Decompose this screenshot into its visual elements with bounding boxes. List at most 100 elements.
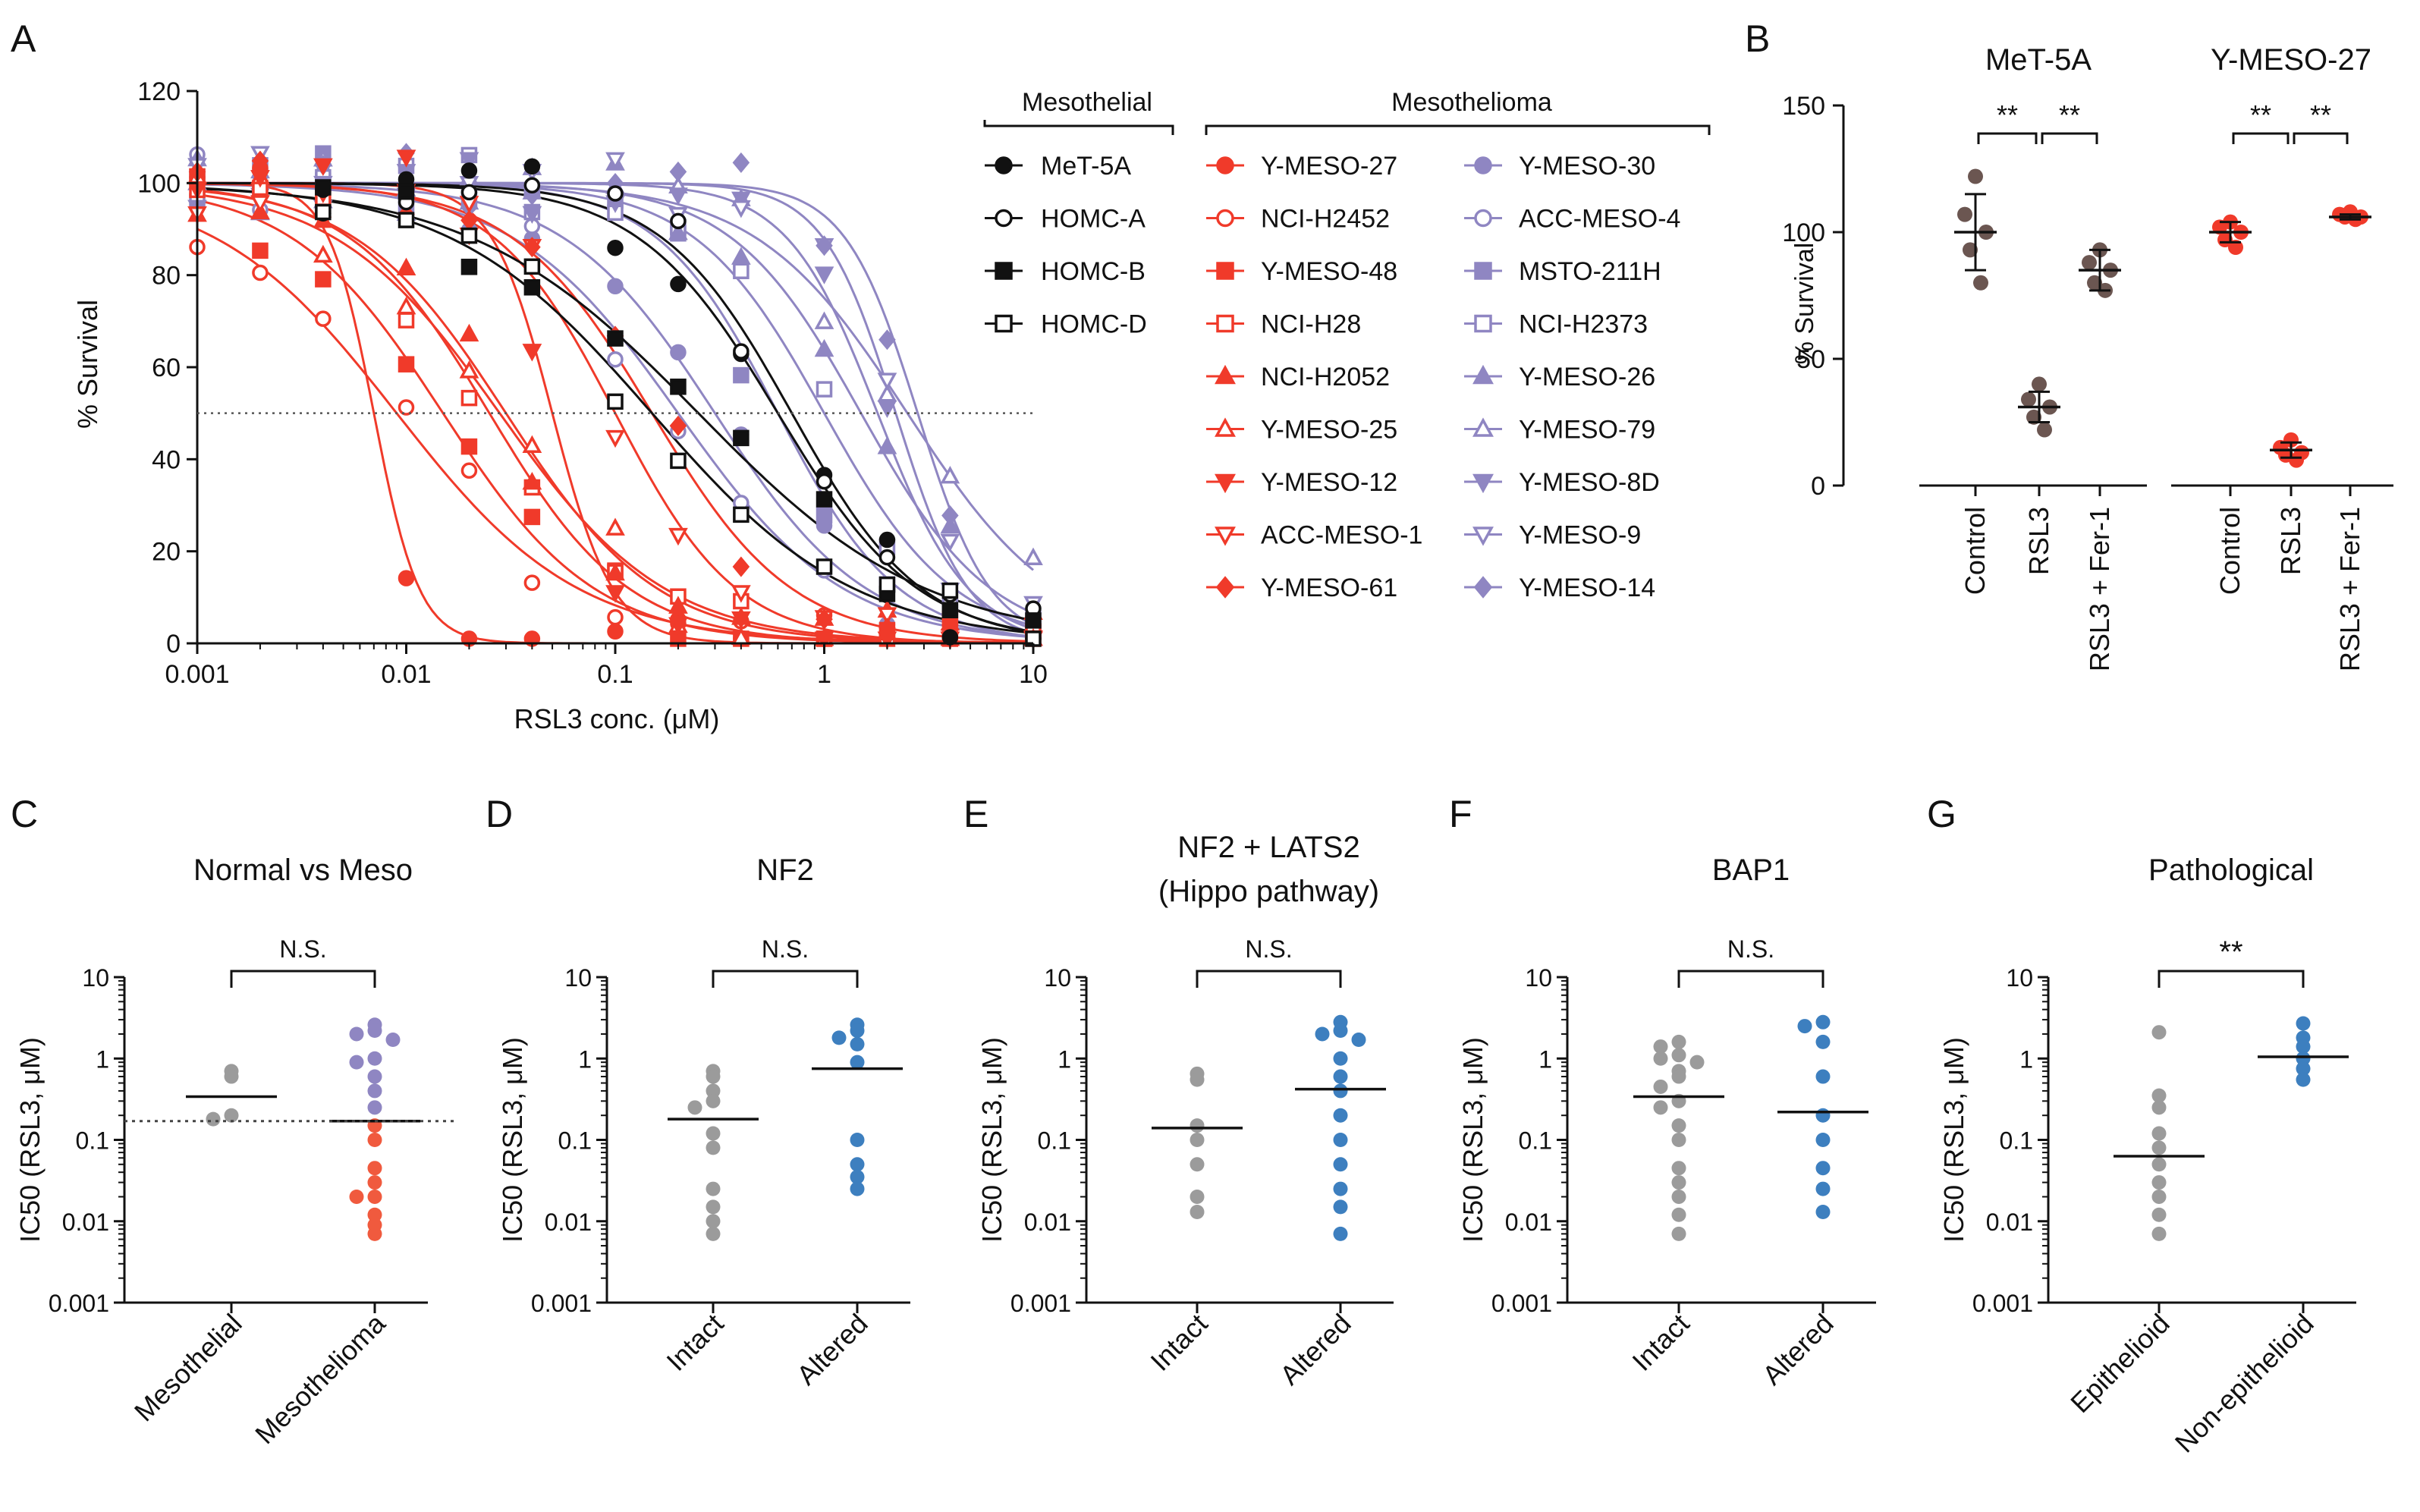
panel-a-point-y-meso-12 xyxy=(668,617,688,635)
panel-a-point-homc-a xyxy=(607,185,624,202)
panel-c-y-tick-label: 0.1 xyxy=(76,1127,109,1155)
panel-a-point-nci-h28 xyxy=(398,312,415,328)
panel-b-data-point xyxy=(2228,240,2243,256)
panel-b-data-point xyxy=(2082,255,2097,271)
panel-e-y-tick-label: 10 xyxy=(1044,964,1071,992)
panel-g-title: Pathological xyxy=(2148,853,2314,887)
panel-g-chart: Pathological IC50 (RSL3, μM) 0.001 0.01 0.1 1… xyxy=(1938,853,2356,1458)
panel-a-y-tick-label: 20 xyxy=(152,538,181,567)
panel-a-point-y-meso-26 xyxy=(814,338,834,357)
panel-c-data-point xyxy=(367,1100,382,1115)
panel-a-point-homc-d xyxy=(816,558,833,575)
panel-c-significance-bracket xyxy=(230,970,376,988)
panel-a-point-y-meso-27 xyxy=(607,623,624,640)
legend-marker-nci-h2373 xyxy=(1474,314,1492,333)
panel-g-data-point xyxy=(2151,1126,2167,1141)
panel-a-x-tick-label: 0.001 xyxy=(165,660,229,689)
panel-b-data-point xyxy=(2026,409,2041,425)
panel-b-data-point xyxy=(2032,376,2047,392)
panel-a-point-y-meso-25 xyxy=(522,435,542,454)
panel-f-significance-bracket xyxy=(1677,970,1824,988)
panel-d-category-label: Altered xyxy=(790,1308,874,1391)
panel-a-point-y-meso-25 xyxy=(313,244,333,263)
panel-b-data-point xyxy=(2037,422,2052,438)
legend-marker-y-meso-30 xyxy=(1474,156,1492,174)
legend-marker-nci-h2052 xyxy=(1215,364,1236,385)
panel-f-data-point xyxy=(1653,1079,1668,1094)
panel-a-point-y-meso-8d xyxy=(668,187,688,206)
panel-e-data-point xyxy=(1351,1033,1366,1048)
panel-a-point-y-meso-12 xyxy=(313,158,333,176)
panel-a-point-y-meso-12 xyxy=(605,585,625,603)
panel-a-point-y-meso-30 xyxy=(670,344,687,361)
legend-label-y-meso-79: Y-MESO-79 xyxy=(1519,416,1655,445)
legend-label-nci-h2052: NCI-H2052 xyxy=(1261,363,1390,391)
panel-c-y-axis-label: IC50 (RSL3, μM) xyxy=(14,1037,46,1243)
panel-e-data-point xyxy=(1190,1157,1205,1172)
panel-a-point-y-meso-25 xyxy=(396,296,416,315)
panel-a-x-tick-label: 10 xyxy=(1019,660,1048,689)
panel-a-point-y-meso-61 xyxy=(878,618,896,639)
panel-b-data-point xyxy=(1973,275,1988,291)
panel-a-x-tick-label: 0.1 xyxy=(597,660,633,689)
panel-d-data-point xyxy=(706,1199,721,1215)
panel-a-point-homc-b xyxy=(670,379,687,395)
panel-d-data-point xyxy=(706,1126,721,1141)
panel-a-dose-response-chart: 0 20 40 60 80 100 120 0.001 0.01 0.1 1 10 RSL3 conc… xyxy=(72,77,1711,734)
panel-b-significance-label: ** xyxy=(2250,99,2271,130)
panel-c-data-point xyxy=(224,1069,239,1084)
panel-b-category-label: RSL3 xyxy=(2023,507,2054,575)
panel-a-point-y-meso-48 xyxy=(523,508,541,526)
panel-d-data-point xyxy=(687,1100,702,1115)
panel-d-data-point xyxy=(706,1226,721,1241)
panel-letter-a: A xyxy=(11,17,36,60)
panel-a-point-homc-b xyxy=(460,259,478,275)
panel-a-point-y-meso-48 xyxy=(252,242,269,259)
legend-group-title-mesothelioma: Mesothelioma xyxy=(1391,88,1552,117)
panel-d-data-point xyxy=(850,1169,865,1184)
panel-g-data-point xyxy=(2296,1039,2311,1055)
panel-g-significance-bracket xyxy=(2158,970,2305,988)
panel-d-data-point xyxy=(706,1083,721,1099)
panel-a-point-y-meso-14 xyxy=(669,161,687,182)
panel-a-point-acc-meso-1 xyxy=(250,195,270,213)
legend-marker-y-meso-27 xyxy=(1216,156,1234,174)
legend-marker-y-meso-12 xyxy=(1215,473,1236,494)
panel-a-point-y-meso-61 xyxy=(251,150,269,171)
panel-e-y-tick-label: 1 xyxy=(1058,1045,1071,1073)
panel-c-chart: Normal vs Meso IC50 (RSL3, μM) 0.001 0.01 0.… xyxy=(14,853,454,1450)
panel-f-data-point xyxy=(1671,1189,1686,1204)
panel-f-data-point xyxy=(1815,1069,1831,1084)
panel-f-y-tick-label: 0.1 xyxy=(1519,1127,1552,1155)
panel-b-y-tick-label: 150 xyxy=(1782,92,1825,121)
panel-e-data-point xyxy=(1333,1083,1348,1099)
panel-f-data-point xyxy=(1797,1019,1812,1034)
panel-d-data-point xyxy=(850,1036,865,1051)
panel-d-y-tick-label: 0.001 xyxy=(531,1290,592,1317)
panel-a-point-homc-a xyxy=(816,473,833,490)
panel-a-point-y-meso-8d xyxy=(877,400,897,419)
panel-a-point-msto-211h xyxy=(733,366,750,384)
panel-a-point-y-meso-27 xyxy=(398,570,415,586)
panel-a-point-y-meso-12 xyxy=(731,611,751,630)
legend-label-y-meso-61: Y-MESO-61 xyxy=(1261,574,1397,602)
panel-e-data-point xyxy=(1333,1023,1348,1039)
panel-letter-e: E xyxy=(963,793,988,835)
panel-a-point-y-meso-14 xyxy=(732,152,750,173)
panel-d-title: NF2 xyxy=(756,853,814,887)
panel-a-point-homc-d xyxy=(398,212,415,228)
panel-e-category-label: Intact xyxy=(1144,1308,1213,1377)
panel-f-data-point xyxy=(1671,1207,1686,1222)
panel-e-data-point xyxy=(1333,1226,1348,1241)
panel-c-data-point xyxy=(367,1133,382,1147)
panel-a-y-tick-label: 60 xyxy=(152,354,181,382)
panel-g-data-point xyxy=(2296,1061,2311,1077)
panel-e-data-point xyxy=(1190,1118,1205,1133)
panel-a-point-nci-h2052 xyxy=(605,562,625,581)
panel-a-point-y-meso-61 xyxy=(523,237,541,258)
panel-a-point-nci-h2052 xyxy=(396,257,416,276)
panel-a-point-met-5a xyxy=(941,629,959,646)
panel-a-point-nci-h28 xyxy=(460,389,478,407)
panel-a-point-met-5a xyxy=(523,158,541,175)
panel-d-data-point xyxy=(850,1181,865,1196)
